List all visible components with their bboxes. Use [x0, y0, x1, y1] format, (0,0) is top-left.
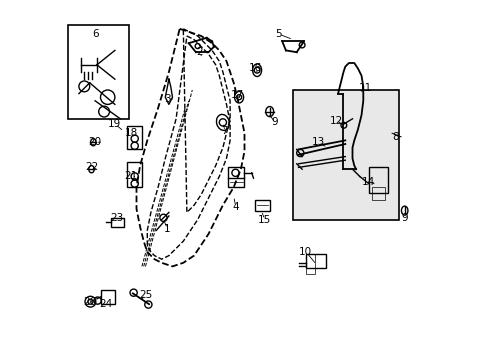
- Text: 5: 5: [275, 29, 282, 39]
- Text: 14: 14: [361, 177, 375, 187]
- Text: 8: 8: [391, 132, 398, 142]
- Text: 2: 2: [196, 47, 203, 57]
- Bar: [101, 290, 115, 304]
- Bar: [371, 187, 384, 200]
- Text: 22: 22: [85, 162, 98, 172]
- Bar: [127, 162, 142, 187]
- Bar: [127, 126, 142, 149]
- Text: 7: 7: [221, 126, 227, 136]
- Text: 26: 26: [83, 297, 96, 307]
- Bar: [228, 167, 244, 187]
- Text: 13: 13: [311, 137, 324, 147]
- Bar: [111, 218, 123, 227]
- Text: 25: 25: [139, 290, 152, 300]
- Text: 12: 12: [329, 116, 342, 126]
- Text: 16: 16: [248, 63, 262, 73]
- Text: 6: 6: [92, 29, 98, 39]
- Bar: [255, 200, 269, 211]
- Text: 20: 20: [88, 137, 102, 147]
- Text: 3: 3: [163, 94, 170, 104]
- Bar: [368, 167, 387, 193]
- Text: 1: 1: [163, 224, 170, 234]
- Text: 17: 17: [230, 90, 244, 100]
- Text: 9: 9: [401, 213, 407, 223]
- Text: 23: 23: [110, 213, 123, 223]
- Text: 15: 15: [257, 215, 270, 225]
- Text: 24: 24: [99, 299, 112, 309]
- Text: 9: 9: [271, 117, 278, 127]
- Bar: [68, 25, 129, 119]
- Bar: [292, 90, 399, 220]
- Text: 21: 21: [124, 171, 138, 181]
- Text: 18: 18: [124, 128, 138, 138]
- Text: 10: 10: [299, 247, 312, 257]
- Bar: [305, 254, 325, 268]
- Text: 4: 4: [232, 202, 238, 212]
- Text: 11: 11: [358, 83, 371, 93]
- Bar: [305, 254, 314, 274]
- Text: 19: 19: [108, 119, 122, 129]
